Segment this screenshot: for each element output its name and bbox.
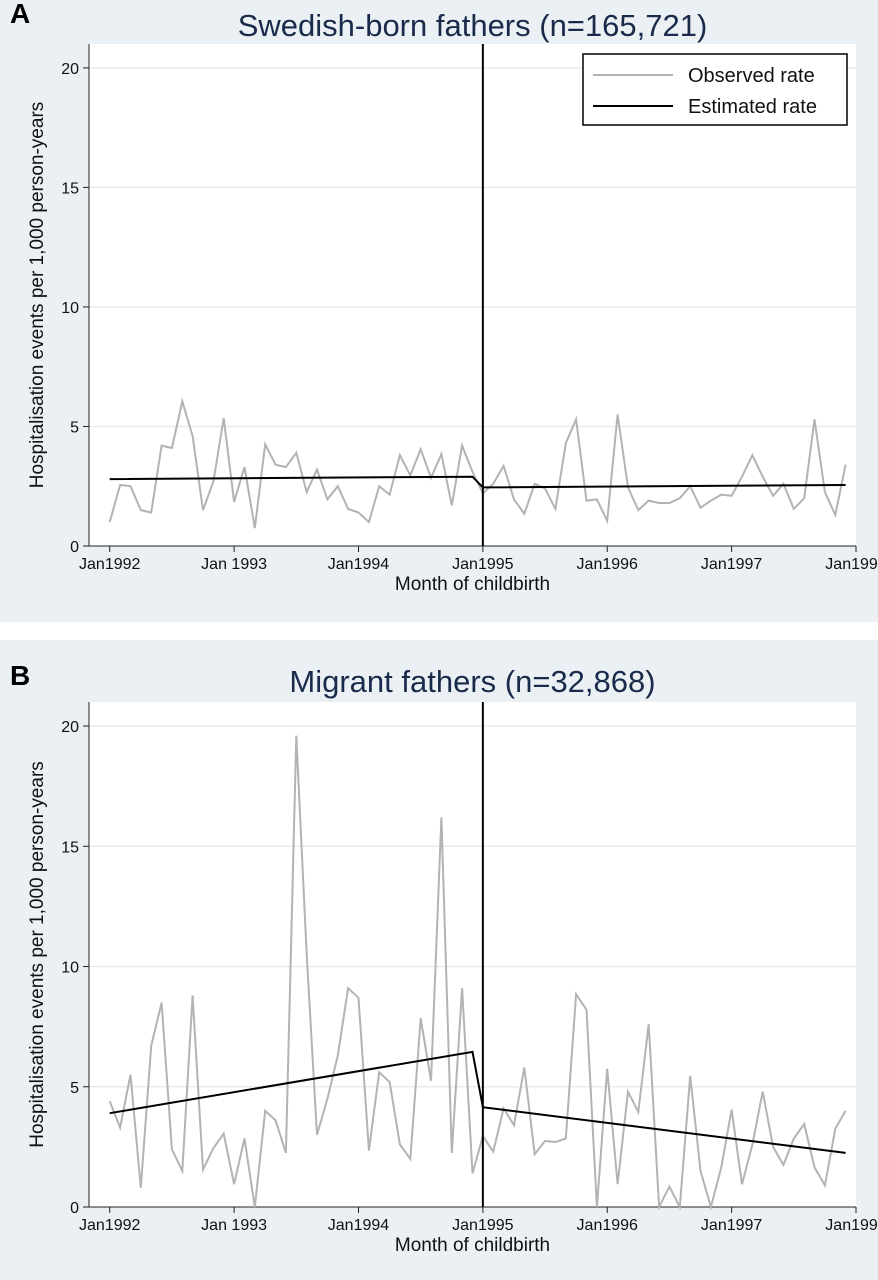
y-axis-label: Hospitalisation events per 1,000 person-… bbox=[27, 761, 48, 1148]
plot-area bbox=[89, 702, 856, 1207]
legend-label: Estimated rate bbox=[688, 96, 817, 118]
y-tick-label: 10 bbox=[61, 960, 79, 977]
x-tick-label: Jan1998 bbox=[825, 556, 878, 573]
legend-label: Observed rate bbox=[688, 65, 815, 87]
x-tick-label: Jan1998 bbox=[825, 1217, 878, 1234]
panel-letter: B bbox=[10, 660, 31, 691]
x-tick-label: Jan1996 bbox=[577, 1217, 638, 1234]
x-axis-label: Month of childbirth bbox=[395, 1235, 550, 1256]
x-tick-label: Jan 1993 bbox=[201, 1217, 267, 1234]
x-tick-label: Jan 1993 bbox=[201, 556, 267, 573]
y-tick-label: 5 bbox=[70, 419, 79, 436]
y-axis-label: Hospitalisation events per 1,000 person-… bbox=[27, 102, 48, 489]
chart-a: 0 5 10 15 20 Jan1992 Jan 1993 Jan1994 Jan1995 Jan… bbox=[27, 8, 878, 595]
x-tick-label: Jan1997 bbox=[701, 556, 762, 573]
legend-box bbox=[582, 53, 848, 126]
chart-b: 0 5 10 15 20 Jan1992 Jan 1993 Jan1994 Jan1995 Jan… bbox=[27, 664, 878, 1256]
observed-rate-line bbox=[108, 735, 847, 1211]
y-tick-label: 15 bbox=[61, 180, 79, 197]
x-tick-label: Jan1995 bbox=[452, 1217, 513, 1234]
panel-letter: A bbox=[10, 0, 31, 29]
y-tick-label: 0 bbox=[70, 539, 79, 556]
y-tick-label: 15 bbox=[61, 839, 79, 856]
y-tick-label: 10 bbox=[61, 300, 79, 317]
x-tick-label: Jan1995 bbox=[452, 556, 513, 573]
panel-a: A 0 5 10 15 20 Jan1992 Jan 1993 Jan1994 Jan1995 J… bbox=[0, 0, 878, 622]
chart-title: Swedish-born fathers (n=165,721) bbox=[238, 8, 708, 43]
panel-b: B 0 5 10 15 20 Jan1992 Jan 1993 Jan1994 Jan1995 J… bbox=[0, 640, 878, 1280]
estimated-rate-line bbox=[109, 1050, 846, 1154]
chart-title: Migrant fathers (n=32,868) bbox=[289, 664, 655, 699]
x-tick-label: Jan1994 bbox=[328, 556, 389, 573]
y-tick-label: 5 bbox=[70, 1080, 79, 1097]
x-tick-label: Jan1992 bbox=[79, 1217, 140, 1234]
x-axis-label: Month of childbirth bbox=[395, 574, 550, 595]
y-tick-label: 20 bbox=[61, 61, 79, 78]
x-tick-label: Jan1994 bbox=[328, 1217, 389, 1234]
x-tick-label: Jan1996 bbox=[577, 556, 638, 573]
x-tick-label: Jan1997 bbox=[701, 1217, 762, 1234]
estimated-rate-line bbox=[109, 475, 846, 489]
y-tick-label: 0 bbox=[70, 1200, 79, 1217]
y-tick-label: 20 bbox=[61, 719, 79, 736]
x-tick-label: Jan1992 bbox=[79, 556, 140, 573]
